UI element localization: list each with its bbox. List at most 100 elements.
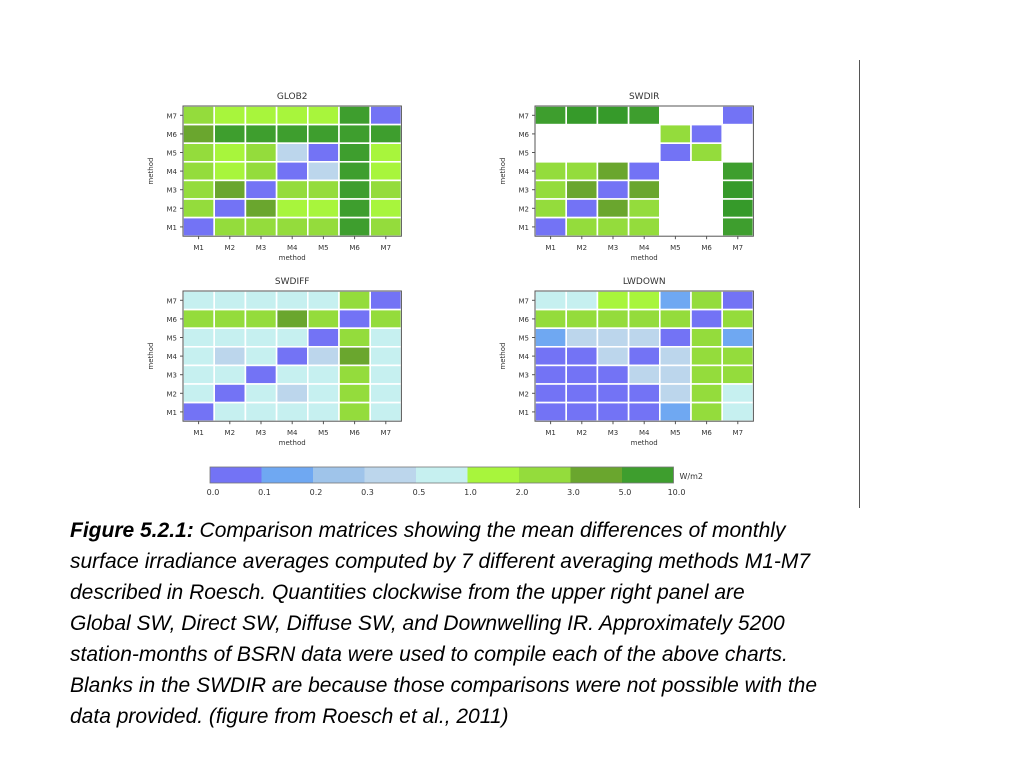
x-tick-label: M3 bbox=[256, 429, 267, 437]
colorbar-tick-label: 0.3 bbox=[361, 488, 374, 497]
y-tick-label: M2 bbox=[519, 390, 530, 398]
y-tick-label: M3 bbox=[167, 187, 178, 195]
x-tick-label: M4 bbox=[287, 429, 298, 437]
heatmap-cell bbox=[690, 383, 724, 404]
colorbar-tick-label: 5.0 bbox=[619, 488, 632, 497]
colorbar-tick-label: 0.1 bbox=[258, 488, 271, 497]
y-tick-label: M7 bbox=[519, 297, 530, 305]
heatmap-panel-lwdown: LWDOWN M7 M6 M5 M4 M3 M2 M1 M1 M2 M3 M4 M5 M6 M7 method… bbox=[499, 277, 755, 447]
y-axis-label: method bbox=[147, 158, 155, 185]
heatmap-cell bbox=[690, 308, 724, 330]
y-tick-label: M2 bbox=[167, 390, 178, 398]
colorbar-swatch bbox=[622, 467, 674, 483]
heatmap-cell bbox=[658, 327, 692, 348]
heatmap-cell bbox=[306, 327, 340, 348]
heatmap-cell bbox=[565, 290, 599, 311]
heatmap-cell bbox=[627, 216, 661, 238]
heatmap-cell bbox=[182, 345, 216, 367]
heatmap-cell bbox=[213, 401, 247, 423]
heatmap-cell bbox=[306, 105, 340, 126]
y-tick-label: M3 bbox=[167, 372, 178, 380]
caption-line-2: surface irradiance averages computed by … bbox=[70, 550, 811, 573]
heatmap-cell bbox=[627, 401, 661, 423]
heatmap-cell bbox=[213, 198, 247, 219]
heatmap-cell bbox=[275, 401, 309, 423]
heatmap-cell bbox=[244, 198, 278, 219]
heatmap-cell bbox=[690, 401, 724, 423]
heatmap-cell bbox=[534, 364, 568, 385]
heatmap-cell bbox=[306, 308, 340, 330]
x-tick-label: M7 bbox=[733, 429, 744, 437]
heatmap-cell bbox=[244, 327, 278, 348]
heatmap-cell bbox=[534, 383, 568, 404]
heatmap-cell bbox=[534, 327, 568, 348]
panel-title: SWDIFF bbox=[275, 277, 310, 287]
x-tick-label: M7 bbox=[733, 244, 744, 252]
caption-line-4: Global SW, Direct SW, Diffuse SW, and Do… bbox=[70, 612, 785, 635]
heatmap-cell bbox=[275, 364, 309, 385]
colorbar-swatch bbox=[467, 467, 519, 483]
heatmap-cell bbox=[244, 105, 278, 126]
heatmap-cell bbox=[369, 401, 403, 423]
colorbar-tick-label: 3.0 bbox=[567, 488, 580, 497]
heatmap-cell bbox=[369, 179, 403, 200]
heatmap-cell bbox=[244, 308, 278, 330]
x-tick-label: M4 bbox=[639, 244, 650, 252]
colorbar-frame bbox=[209, 466, 674, 484]
heatmap-cell bbox=[213, 345, 247, 367]
heatmap-cell bbox=[627, 345, 661, 367]
heatmap-cell bbox=[244, 123, 278, 144]
x-tick-label: M7 bbox=[381, 429, 392, 437]
heatmap-cell bbox=[244, 345, 278, 367]
y-tick-label: M3 bbox=[519, 187, 530, 195]
heatmap-cell bbox=[306, 161, 340, 182]
heatmap-cell bbox=[534, 198, 568, 219]
heatmap-cell bbox=[721, 198, 755, 219]
heatmap-cell bbox=[534, 161, 568, 182]
caption-line-6: Blanks in the SWDIR are because those co… bbox=[70, 674, 818, 697]
colorbar-tick-label: 1.0 bbox=[464, 488, 477, 497]
heatmap-cell bbox=[596, 364, 630, 385]
heatmap-cell bbox=[369, 142, 403, 163]
caption-line-3: described in Roesch. Quantities clockwis… bbox=[70, 581, 745, 604]
colorbar: 0.0 0.1 0.2 0.3 0.5 1.0 2.0 3.0 5.0 10.0 W/m2 bbox=[207, 466, 703, 497]
heatmap-cell bbox=[182, 142, 216, 163]
heatmap-cell bbox=[596, 198, 630, 219]
heatmap-cell bbox=[338, 198, 372, 219]
heatmap-cell bbox=[534, 105, 568, 126]
heatmap-cell bbox=[306, 401, 340, 423]
heatmap-cell bbox=[306, 345, 340, 367]
heatmap-cell bbox=[338, 401, 372, 423]
heatmap-cell bbox=[369, 364, 403, 385]
x-tick-label: M7 bbox=[381, 244, 392, 252]
x-tick-label: M5 bbox=[670, 429, 681, 437]
y-tick-label: M4 bbox=[167, 353, 178, 361]
colorbar-swatch bbox=[416, 467, 468, 483]
heatmap-cell bbox=[369, 383, 403, 404]
x-tick-label: M1 bbox=[193, 429, 204, 437]
heatmap-cell bbox=[182, 290, 216, 311]
y-tick-label: M3 bbox=[519, 372, 530, 380]
heatmap-cell bbox=[596, 290, 630, 311]
heatmap-cell bbox=[565, 401, 599, 423]
heatmap-cell bbox=[306, 123, 340, 144]
heatmap-cell bbox=[338, 308, 372, 330]
heatmap-cell bbox=[244, 216, 278, 238]
heatmap-cell bbox=[627, 364, 661, 385]
x-tick-label: M5 bbox=[318, 429, 329, 437]
heatmap-cell bbox=[658, 364, 692, 385]
caption-line-1: Figure 5.2.1: Comparison matrices showin… bbox=[70, 515, 970, 546]
x-tick-label: M3 bbox=[256, 244, 267, 252]
colorbar-swatch bbox=[364, 467, 416, 483]
y-tick-label: M7 bbox=[167, 297, 178, 305]
x-tick-label: M4 bbox=[639, 429, 650, 437]
heatmap-cell bbox=[306, 383, 340, 404]
heatmap-cell bbox=[369, 290, 403, 311]
heatmap-cell bbox=[721, 179, 755, 200]
heatmap-cell bbox=[690, 345, 724, 367]
heatmap-cell bbox=[182, 401, 216, 423]
y-tick-label: M5 bbox=[167, 335, 178, 343]
y-tick-label: M1 bbox=[167, 409, 178, 417]
x-axis-label: method bbox=[631, 254, 658, 262]
y-tick-label: M1 bbox=[167, 224, 178, 232]
